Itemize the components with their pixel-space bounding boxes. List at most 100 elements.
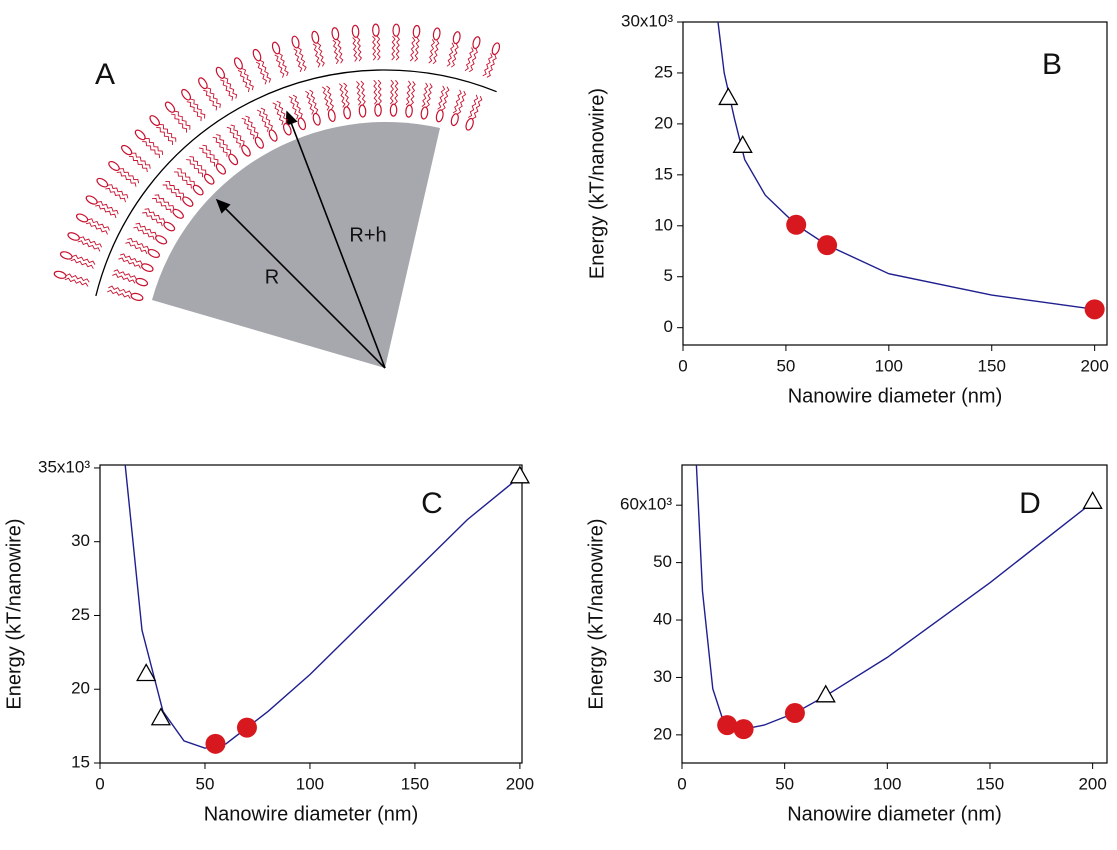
panel-label: D (1019, 487, 1041, 520)
lipid-head (450, 113, 459, 127)
lipid-tail (206, 87, 221, 109)
diagram: A R R+h (53, 23, 501, 369)
lipid-tail (452, 89, 462, 114)
lipid-head (432, 27, 441, 41)
lipid-head (452, 31, 461, 45)
lipid-head (268, 129, 278, 142)
lipid-tail (343, 82, 350, 107)
lipid-head (85, 195, 98, 205)
radius-label: R+h (349, 224, 386, 246)
lipid-tail (486, 54, 497, 78)
lipid-tail (174, 110, 191, 130)
lipid-head (291, 35, 300, 49)
plot-frame (682, 21, 1108, 346)
lipid-tail (326, 85, 334, 110)
lipid-head (75, 213, 89, 223)
lipid-head (215, 163, 227, 175)
y-tick-label: 20 (653, 724, 672, 743)
lipid-head (491, 42, 501, 56)
lipid-tail (409, 36, 416, 62)
lipid-tail (186, 159, 204, 178)
lipid-tail (278, 53, 289, 77)
lipid-tail (352, 37, 358, 62)
lipid-tail (72, 254, 96, 265)
lipid-head (192, 184, 204, 196)
lipid-head (182, 196, 194, 207)
lipid-head (351, 24, 360, 38)
y-tick-label: 35x10³ (38, 457, 90, 476)
lipid-tail (464, 47, 474, 71)
lipid-tail (288, 96, 299, 120)
lipid-tail (426, 83, 433, 108)
lipid-tail (482, 53, 493, 77)
lipid-head (130, 292, 144, 301)
x-tick-label: 150 (976, 774, 1004, 793)
lipid-tail (395, 35, 400, 61)
lipid-tail (70, 258, 94, 269)
data-point (732, 134, 753, 153)
lipid-tail (156, 126, 174, 146)
data-point (509, 465, 531, 484)
lipid-tail (309, 89, 319, 114)
lipid-tail (272, 102, 284, 126)
data-point (205, 733, 226, 754)
lipid-tail (125, 241, 148, 255)
radius-arrow (215, 198, 386, 369)
lipid-tail (237, 69, 250, 93)
lipid-tail (107, 184, 129, 199)
lipid-tail (203, 89, 218, 111)
lipid-tail (190, 98, 206, 119)
y-tick-label: 40 (653, 610, 672, 629)
data-point (1082, 490, 1103, 509)
data-point (733, 719, 754, 740)
lipid-tail (317, 42, 325, 67)
lipid-tail (87, 218, 110, 231)
wire-core (152, 121, 440, 369)
lipid-tail (199, 147, 215, 167)
data-point (784, 703, 805, 724)
x-axis-label: Nanowire diameter (nm) (204, 803, 419, 825)
x-tick-label: 50 (196, 774, 215, 793)
lipid-tail (446, 42, 455, 67)
lipid-head (311, 30, 320, 44)
lipid-head (53, 270, 67, 279)
lipid-tail (394, 79, 399, 105)
y-tick-label: 5 (664, 266, 673, 285)
lipid-tail (77, 240, 101, 252)
lipid-tail (116, 171, 137, 187)
lipid-head (327, 109, 336, 123)
x-tick-label: 0 (678, 356, 687, 375)
lipid-tail (129, 156, 148, 173)
x-axis-label: Nanowire diameter (nm) (788, 385, 1003, 407)
lipid-tail (119, 168, 140, 184)
lipid-tail (105, 187, 126, 203)
lipid-tail (457, 90, 467, 115)
lipid-tail (142, 141, 161, 159)
lipid-tail (441, 86, 450, 111)
lipid-tail (428, 39, 435, 64)
lipid-head (134, 129, 146, 141)
lipid-head (233, 57, 243, 70)
data-point (717, 715, 738, 736)
lipid-tail (223, 77, 238, 99)
y-tick-label: 20 (654, 113, 673, 132)
lipid-tail (338, 83, 346, 108)
lipid-head (331, 27, 340, 41)
lipid-tail (410, 81, 416, 106)
lipid-head (67, 232, 80, 241)
lipid-tail (256, 109, 269, 132)
lipid-head (435, 109, 444, 123)
y-tick-label: 20 (71, 679, 90, 698)
x-axis-label: Nanowire diameter (nm) (787, 803, 1002, 825)
y-tick-label: 60x10³ (620, 495, 672, 514)
lipid-tail (356, 36, 362, 62)
lipid-tail (216, 134, 232, 155)
x-tick-label: 50 (776, 356, 795, 375)
y-tick-label: 30 (653, 667, 672, 686)
lipid-head (472, 36, 481, 50)
x-tick-label: 0 (95, 774, 104, 793)
lipid-tail (274, 54, 285, 78)
lipid-tail (177, 168, 195, 186)
lipid-tail (472, 96, 483, 120)
